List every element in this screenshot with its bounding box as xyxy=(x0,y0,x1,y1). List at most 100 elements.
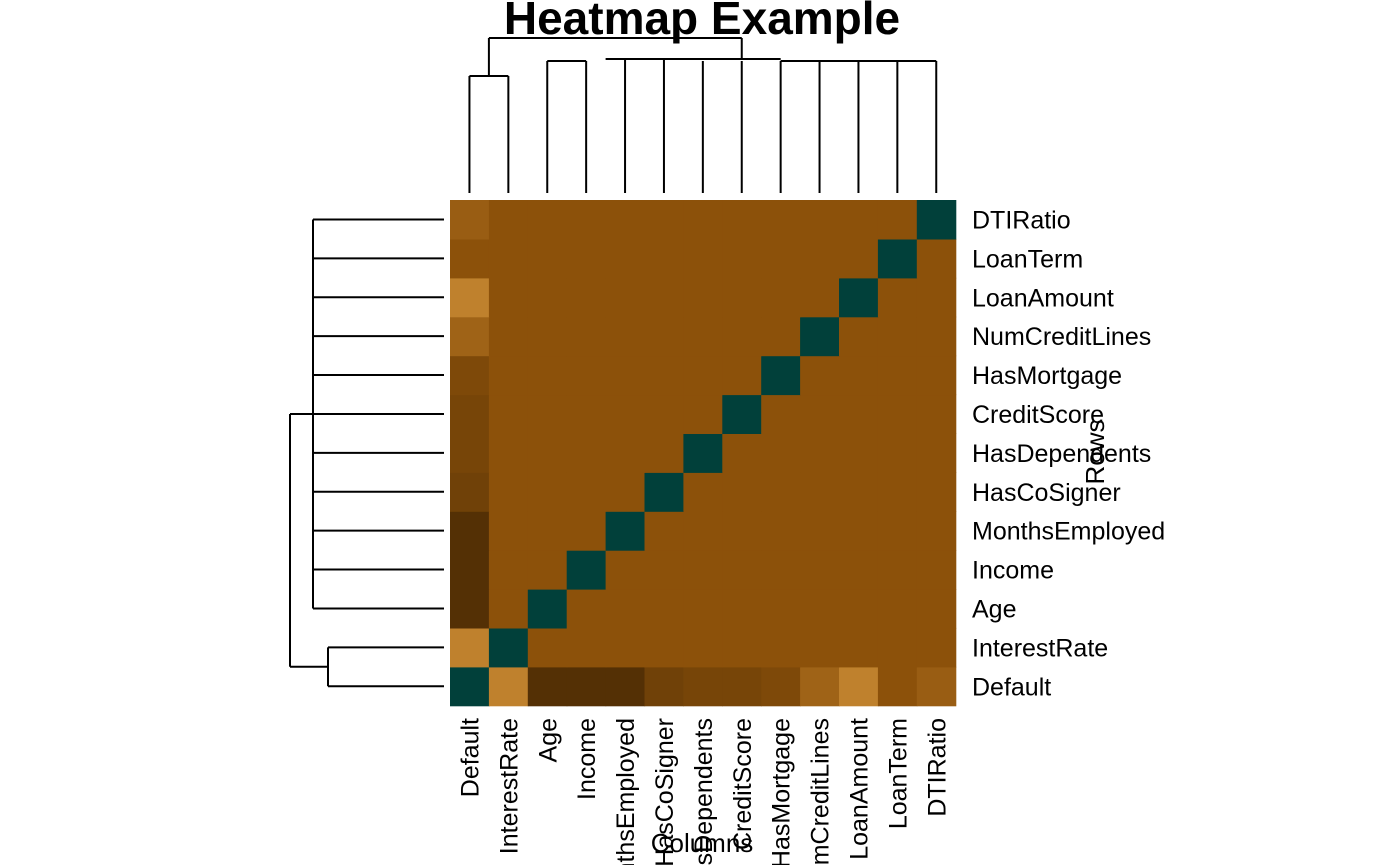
heatmap-cell xyxy=(566,238,607,279)
heatmap-cell xyxy=(916,433,957,473)
heatmap-cell xyxy=(722,589,762,629)
heatmap-cell xyxy=(566,666,607,707)
heatmap-cell xyxy=(683,316,723,357)
heatmap-cell xyxy=(644,355,684,396)
heatmap-cell xyxy=(683,355,723,396)
heatmap-cells xyxy=(450,200,957,707)
y-axis-title: Rows xyxy=(1080,419,1110,484)
heatmap-cell xyxy=(877,433,918,473)
heatmap-cell xyxy=(527,511,568,551)
heatmap-cell xyxy=(488,511,529,551)
row-dendrogram xyxy=(289,218,444,688)
heatmap-cell xyxy=(683,550,723,590)
row-label: DTIRatio xyxy=(972,206,1071,234)
heatmap-cell xyxy=(800,277,840,318)
heatmap-cell xyxy=(877,511,918,551)
heatmap-cell xyxy=(450,666,490,707)
heatmap-cell xyxy=(683,277,723,318)
heatmap-cell xyxy=(800,589,840,629)
row-label: Default xyxy=(972,673,1051,701)
heatmap-cell xyxy=(605,200,646,240)
heatmap-cell xyxy=(916,355,957,396)
heatmap-cell xyxy=(722,433,762,473)
heatmap-cell xyxy=(877,550,918,590)
heatmap-cell xyxy=(566,589,607,629)
column-label: LoanAmount xyxy=(845,718,873,860)
heatmap-cell xyxy=(450,238,490,279)
heatmap-cell xyxy=(839,433,879,473)
heatmap-cell xyxy=(916,238,957,279)
heatmap-cell xyxy=(450,200,490,240)
heatmap-cell xyxy=(800,472,840,512)
heatmap-cell xyxy=(605,238,646,279)
heatmap-cell xyxy=(566,433,607,473)
heatmap-cell xyxy=(839,355,879,396)
heatmap-cell xyxy=(761,627,801,668)
heatmap-cell xyxy=(800,238,840,279)
heatmap-cell xyxy=(916,316,957,357)
heatmap-cell xyxy=(761,200,801,240)
heatmap-cell xyxy=(916,550,957,590)
heatmap-cell xyxy=(450,627,490,668)
heatmap-cell xyxy=(644,238,684,279)
heatmap-cell xyxy=(488,238,529,279)
column-label: CreditScore xyxy=(729,718,757,850)
heatmap-cell xyxy=(527,666,568,707)
heatmap-cell xyxy=(566,355,607,396)
heatmap-cell xyxy=(722,238,762,279)
heatmap-cell xyxy=(916,666,957,707)
heatmap-cell xyxy=(722,200,762,240)
row-label: NumCreditLines xyxy=(972,323,1151,351)
heatmap-cell xyxy=(527,394,568,434)
heatmap-cell xyxy=(488,550,529,590)
heatmap-cell xyxy=(488,355,529,396)
heatmap-cell xyxy=(644,277,684,318)
heatmap-cell xyxy=(761,550,801,590)
heatmap-cell xyxy=(722,394,762,434)
heatmap-cell xyxy=(761,511,801,551)
column-label: Age xyxy=(534,718,562,762)
heatmap-cell xyxy=(916,200,957,240)
column-dendrogram xyxy=(468,37,938,193)
heatmap-cell xyxy=(644,589,684,629)
heatmap-cell xyxy=(800,316,840,357)
heatmap-cell xyxy=(877,472,918,512)
heatmap-cell xyxy=(722,355,762,396)
heatmap-cell xyxy=(450,433,490,473)
heatmap-cell xyxy=(916,511,957,551)
heatmap-cell xyxy=(839,511,879,551)
heatmap-cell xyxy=(566,472,607,512)
heatmap-cell xyxy=(916,589,957,629)
heatmap-cell xyxy=(800,433,840,473)
heatmap-cell xyxy=(488,472,529,512)
heatmap-cell xyxy=(527,627,568,668)
heatmap-cell xyxy=(683,394,723,434)
heatmap-cell xyxy=(800,394,840,434)
heatmap-cell xyxy=(605,394,646,434)
heatmap-cell xyxy=(488,627,529,668)
row-labels: Default InterestRate Age Income MonthsEmploy… xyxy=(972,206,1165,701)
heatmap-cell xyxy=(488,277,529,318)
heatmap-cell xyxy=(839,394,879,434)
heatmap-cell xyxy=(761,589,801,629)
heatmap-cell xyxy=(605,589,646,629)
heatmap-cell xyxy=(605,511,646,551)
column-label: DTIRatio xyxy=(923,718,951,817)
heatmap-cell xyxy=(877,394,918,434)
heatmap-cell xyxy=(527,550,568,590)
heatmap-cell xyxy=(722,666,762,707)
heatmap-cell xyxy=(566,627,607,668)
heatmap-cell xyxy=(761,316,801,357)
heatmap-cell xyxy=(644,472,684,512)
heatmap-cell xyxy=(605,316,646,357)
heatmap-cell xyxy=(839,200,879,240)
heatmap-cell xyxy=(488,666,529,707)
heatmap-cell xyxy=(527,472,568,512)
heatmap-cell xyxy=(877,627,918,668)
heatmap-cell xyxy=(605,277,646,318)
heatmap-cell xyxy=(450,316,490,357)
chart-title: Heatmap Example xyxy=(504,0,900,44)
heatmap-cell xyxy=(877,200,918,240)
heatmap-cell xyxy=(605,472,646,512)
